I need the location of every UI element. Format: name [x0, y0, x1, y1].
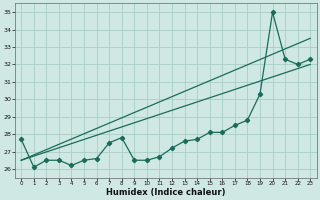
X-axis label: Humidex (Indice chaleur): Humidex (Indice chaleur) — [106, 188, 226, 197]
